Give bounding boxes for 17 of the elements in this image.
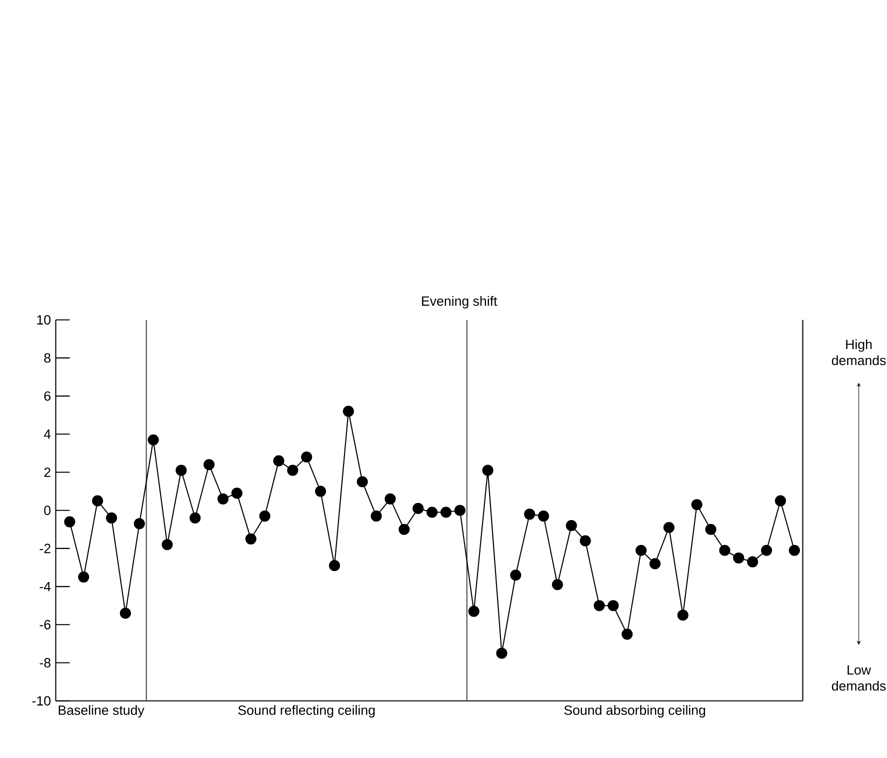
y-tick-label: -10 xyxy=(32,696,51,706)
text: Sound absorbing ceiling xyxy=(564,705,706,718)
y-tick-label: 2 xyxy=(44,468,50,477)
y-tick-label: -6 xyxy=(40,620,50,630)
y-tick-label: 0 xyxy=(44,506,51,516)
y-tick-label: 6 xyxy=(44,391,50,401)
y-tick-label: 4 xyxy=(44,430,51,439)
text: Baseline study xyxy=(58,705,144,718)
chart-title: Evening shift xyxy=(422,296,498,308)
y-tick-label: 8 xyxy=(44,353,50,363)
text: Sound reflecting ceiling xyxy=(238,705,375,718)
text: High demands xyxy=(832,339,886,366)
y-tick-label: -8 xyxy=(40,658,50,668)
y-tick-label: -2 xyxy=(40,544,50,554)
text: Low demands xyxy=(832,665,886,691)
y-tick-label: 10 xyxy=(37,315,51,325)
y-tick-label: -4 xyxy=(40,582,51,592)
